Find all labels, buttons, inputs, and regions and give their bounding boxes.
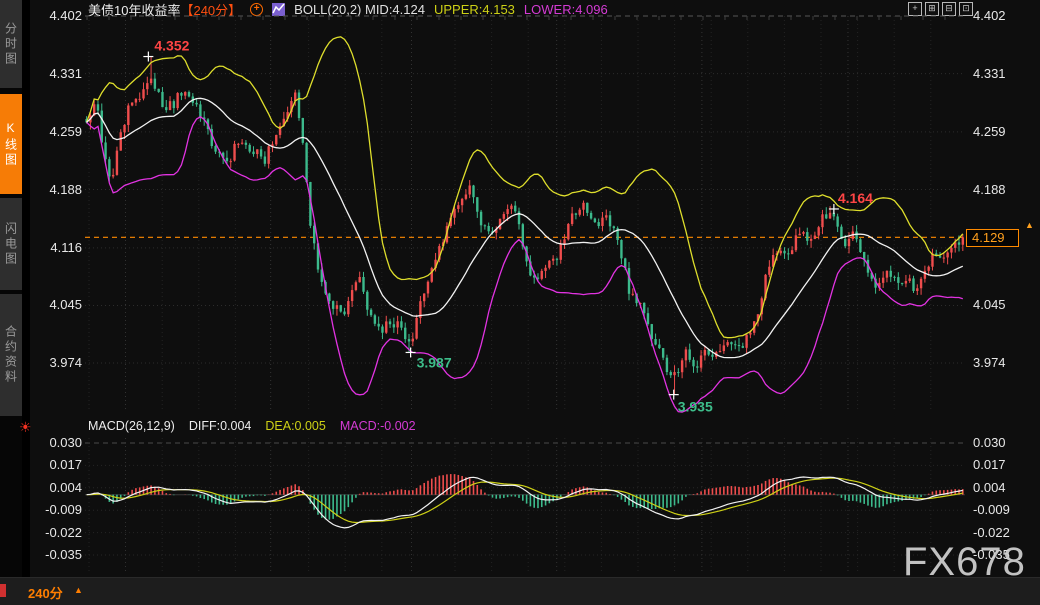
y-axis-label: 4.331 [973,65,1006,81]
time-axis-bar: 240分 ▲ 08/1308/2909/1610/0210/1811/05 [0,577,1040,605]
svg-text:3.935: 3.935 [678,399,713,415]
y-axis-label: 0.004 [49,479,82,495]
y-axis-label: 0.030 [49,435,82,450]
sidebar-tab-1[interactable]: 分时图 [0,0,22,88]
price-up-arrow: ▲ [1025,220,1034,230]
boll-upper-label: UPPER:4.153 [433,2,515,17]
macd-dea-value: DEA:0.005 [265,419,326,433]
y-axis-label: 4.259 [973,123,1006,139]
sidebar-tab-3[interactable]: 闪电图 [0,198,22,290]
svg-text:3.987: 3.987 [417,354,452,370]
period-badge: 【240分】 [180,3,242,18]
indicator-chart-icon[interactable] [272,3,286,16]
period-up-arrow[interactable]: ▲ [74,585,83,595]
y-axis-label: 3.974 [973,355,1006,370]
sidebar-tab-2[interactable]: K线图 [0,94,22,194]
period-selector[interactable]: 240分 [28,586,63,601]
y-axis-label: -0.035 [45,547,82,562]
y-axis-label: -0.035 [973,547,1010,562]
y-axis-label: 0.004 [973,479,1006,495]
y-axis-label: 4.045 [973,297,1006,313]
y-axis-label: -0.009 [973,502,1010,518]
y-axis-label: -0.022 [973,524,1010,540]
y-axis-label: -0.009 [45,502,82,518]
macd-hist-value: MACD:-0.002 [339,419,416,433]
y-axis-label: 4.188 [973,181,1006,197]
y-axis-label: -0.022 [45,524,82,540]
current-price-tag: 4.129 [966,229,1019,247]
candlestick-chart-canvas[interactable]: 4.352 3.987 3.935 4.164 [85,0,965,420]
macd-params-label: MACD(26,12,9) [88,419,175,433]
y-axis-label: 3.974 [49,355,82,370]
sidebar-tab-4[interactable]: 合约资料 [0,294,22,416]
y-axis-label: 4.402 [49,8,82,23]
chart-header: 美债10年收益率【240分】 + BOLL(20,2) MID:4.124 UP… [88,1,608,18]
y-axis-label: 4.331 [49,65,82,81]
y-axis-label: 4.402 [973,8,1006,23]
svg-text:4.352: 4.352 [154,38,189,54]
macd-header: MACD(26,12,9) DIFF:0.004 DEA:0.005 MACD:… [88,419,416,433]
chart-toolbar: + ⊞ ⊟ ⊡ [908,2,973,16]
pane-collapse-icon[interactable]: ⊟ [942,2,956,16]
macd-chart-canvas[interactable] [85,430,965,578]
macd-diff-value: DIFF:0.004 [188,419,252,433]
y-axis-label: 4.116 [50,239,82,255]
y-axis-label: 4.259 [49,123,82,139]
symbol-title: 美债10年收益率【240分】 [88,0,241,19]
pane-popout-icon[interactable]: ⊡ [959,2,973,16]
symbol-name: 美债10年收益率 [88,3,181,18]
y-axis-label: 0.017 [973,457,1006,473]
y-axis-label: 0.017 [49,457,82,473]
boll-mid-label: BOLL(20,2) MID:4.124 [294,2,425,17]
y-axis-label: 4.045 [49,297,82,313]
svg-text:4.164: 4.164 [838,190,873,206]
sidebar: 分时图 K线图闪电图合约资料 [0,0,22,605]
y-axis-label: 0.030 [973,435,1006,450]
scroll-position-indicator [0,584,6,597]
boll-lower-label: LOWER:4.096 [523,2,608,17]
sidebar-divider [22,0,30,605]
alert-sun-icon[interactable]: ☀ [19,419,32,435]
y-axis-label: 4.188 [49,181,82,197]
